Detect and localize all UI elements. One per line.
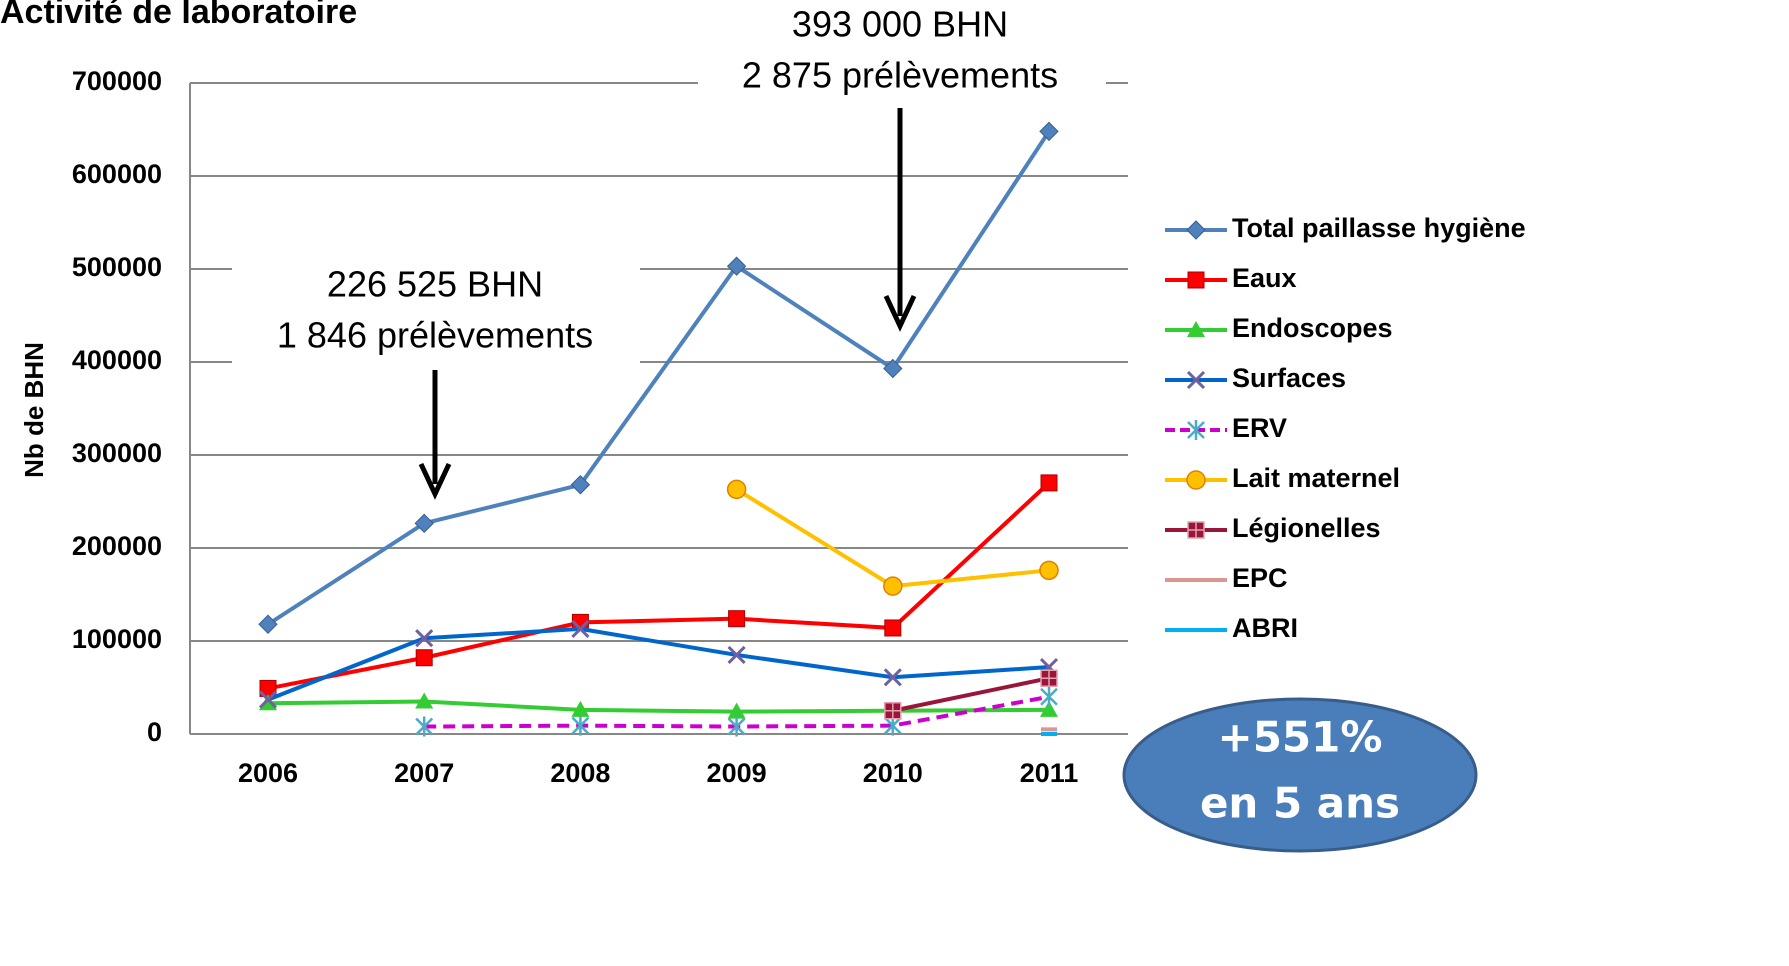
arrow-head [883, 294, 917, 332]
legend-label: EPC [1232, 563, 1288, 593]
legend-label: Endoscopes [1232, 313, 1393, 343]
marker [415, 649, 433, 667]
annotation: 393 000 BHN [792, 4, 1008, 45]
marker [726, 256, 747, 276]
y-tick-label: 700000 [72, 66, 162, 96]
marker [415, 716, 434, 737]
marker [727, 645, 746, 665]
marker [1039, 560, 1059, 581]
series [1041, 727, 1057, 732]
marker [415, 692, 434, 709]
y-tick-label: 400000 [72, 345, 162, 375]
y-tick-label: 300000 [72, 438, 162, 468]
marker [1040, 686, 1058, 707]
y-tick-label: 0 [147, 717, 162, 747]
legend-marker [1187, 420, 1205, 440]
legend-marker [1187, 521, 1205, 539]
callout-text: +551% [1218, 713, 1383, 762]
series [1041, 732, 1057, 736]
line [267, 481, 1051, 691]
marker [258, 614, 278, 634]
line [735, 487, 1050, 589]
marker [727, 702, 746, 719]
marker [259, 694, 277, 711]
legend-marker [1187, 321, 1205, 337]
legend-marker [1186, 220, 1206, 240]
chart-title: Activité de laboratoire [0, 0, 357, 31]
legend-label: Légionelles [1232, 513, 1381, 543]
marker [1040, 700, 1058, 717]
annotation-bg [232, 255, 640, 365]
x-tick-label: 2008 [550, 758, 610, 788]
legend-marker [1186, 370, 1206, 390]
series [415, 686, 1058, 737]
series [258, 619, 1059, 709]
legend-label: Total paillasse hygiène [1232, 213, 1526, 243]
marker [883, 358, 903, 379]
line [267, 699, 1050, 714]
marker [1041, 727, 1057, 732]
annotation: 1 846 prélèvements [277, 315, 593, 356]
arrow-head [418, 462, 452, 500]
series [884, 669, 1058, 720]
series [259, 692, 1058, 719]
y-tick-label: 600000 [72, 159, 162, 189]
x-tick-label: 2009 [707, 758, 767, 788]
legend-label: ABRI [1232, 613, 1298, 643]
line [266, 130, 1051, 626]
annotation: 2 875 prélèvements [742, 55, 1058, 96]
line [892, 676, 1050, 713]
marker [728, 610, 746, 628]
x-tick-label: 2010 [863, 758, 923, 788]
callout-text: en 5 ans [1200, 779, 1400, 828]
marker [570, 475, 591, 495]
marker [571, 700, 590, 717]
legend-label: Lait maternel [1232, 463, 1400, 493]
x-tick-label: 2006 [238, 758, 298, 788]
marker [1040, 669, 1058, 687]
marker [726, 479, 747, 500]
marker [1039, 121, 1059, 142]
y-tick-label: 500000 [72, 252, 162, 282]
legend-label: ERV [1232, 413, 1287, 443]
marker [884, 619, 902, 637]
marker [415, 629, 434, 648]
marker [571, 619, 590, 638]
legend-marker [1186, 470, 1206, 490]
marker [258, 690, 278, 709]
marker [571, 715, 590, 736]
marker [884, 702, 902, 720]
marker [883, 668, 902, 687]
line [267, 626, 1050, 702]
x-tick-label: 2007 [394, 758, 454, 788]
annotation-bg [698, 0, 1106, 102]
marker [414, 513, 434, 534]
marker [1040, 474, 1058, 492]
legend-marker [1187, 271, 1205, 289]
y-axis-label: Nb de BHN [19, 342, 49, 478]
y-tick-label: 100000 [72, 624, 162, 654]
marker [883, 576, 903, 596]
series [726, 479, 1059, 596]
series [259, 474, 1058, 697]
marker [1041, 732, 1057, 736]
y-tick-label: 200000 [72, 531, 162, 561]
x-tick-label: 2011 [1020, 758, 1079, 788]
legend-label: Eaux [1232, 263, 1297, 293]
annotation: 226 525 BHN [327, 264, 543, 305]
legend-label: Surfaces [1232, 363, 1346, 393]
callout [1122, 697, 1478, 853]
marker [727, 716, 746, 737]
series [258, 121, 1059, 634]
